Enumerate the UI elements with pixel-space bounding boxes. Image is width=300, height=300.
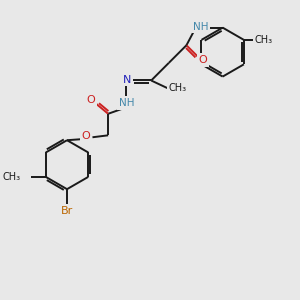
- Text: NH: NH: [119, 98, 134, 108]
- Text: Br: Br: [61, 206, 73, 216]
- Text: CH₃: CH₃: [169, 83, 187, 93]
- Text: O: O: [81, 131, 90, 141]
- Text: NH: NH: [194, 22, 209, 32]
- Text: N: N: [122, 74, 131, 85]
- Text: O: O: [86, 95, 95, 105]
- Text: O: O: [199, 55, 208, 65]
- Text: CH₃: CH₃: [2, 172, 20, 182]
- Text: CH₃: CH₃: [254, 35, 272, 45]
